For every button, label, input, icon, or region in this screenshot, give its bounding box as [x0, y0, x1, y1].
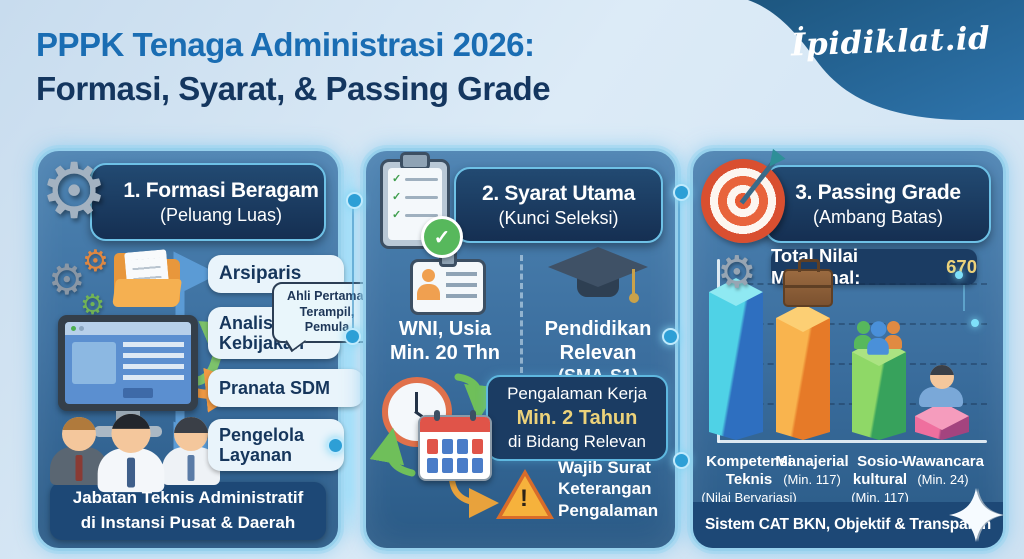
- target-icon: [701, 159, 785, 243]
- chart-bar: [852, 338, 906, 440]
- person-icon: [919, 365, 965, 417]
- page-title-line2: Formasi, Syarat, & Passing Grade: [36, 70, 551, 107]
- check-circle-icon: ✓: [421, 216, 463, 258]
- panel-passing-title: 3. Passing Grade: [795, 180, 961, 204]
- job-pill-pranata-sdm: Pranata SDM: [208, 369, 364, 407]
- panel-formasi-footer: Jabatan Teknis Administratif di Instansi…: [50, 482, 326, 540]
- office-workers-icon: [50, 399, 226, 493]
- panel-syarat-subtitle: (Kunci Seleksi): [498, 207, 619, 228]
- panel-syarat: ✓ ✓ ✓ ✓ 2. Syarat Utama (Kunci Seleksi) …: [363, 148, 678, 551]
- people-icon: [854, 303, 904, 355]
- job-pill-arsiparis: Arsiparis: [208, 255, 344, 293]
- x-axis: [717, 440, 987, 443]
- panel-formasi-subtitle: (Peluang Luas): [159, 204, 283, 225]
- graduation-cap-icon: [548, 247, 648, 313]
- panel-passing-header: 3. Passing Grade (Ambang Batas): [765, 165, 991, 243]
- job-pill-pengelola-layanan: Pengelola Layanan: [208, 419, 344, 471]
- chart-bar: [709, 278, 763, 440]
- page-title-line1: PPPK Tenaga Administrasi 2026:: [36, 26, 535, 63]
- gear-icon: ⚙: [40, 146, 109, 235]
- gear-icon: ⚙: [717, 247, 757, 298]
- chart-category-sosio: Sosio-kultural (Min. 117): [851, 453, 909, 505]
- connector-node: [327, 437, 344, 454]
- passing-grade-chart: ⚙: [701, 251, 995, 449]
- connector-line: [352, 202, 354, 334]
- gear-icon: ⚙: [80, 288, 106, 321]
- connector-node: [662, 328, 679, 345]
- chart-category-manajerial: Manajerial (Min. 117): [775, 453, 849, 487]
- id-card-icon: [410, 249, 486, 315]
- computer-monitor-icon: [58, 315, 198, 443]
- experience-requirement-box: Pengalaman Kerja Min. 2 Tahun di Bidang …: [486, 375, 668, 461]
- connector-node: [346, 192, 363, 209]
- brand-logo: İpidiklat.id: [790, 20, 991, 64]
- panel-formasi: ⚙ 1. Formasi Beragam (Peluang Luas) ⚙ ⚙ …: [35, 146, 382, 551]
- gear-icon: ⚙: [82, 244, 109, 279]
- connector-line: [678, 192, 680, 458]
- total-score-pill: Total Nilai Maksimal: 670: [771, 245, 977, 288]
- connector-node: [673, 184, 690, 201]
- gear-icon: ⚙: [48, 255, 86, 304]
- citizenship-requirement: WNI, Usia Min. 20 Thn: [390, 318, 500, 365]
- warning-icon: !: [496, 469, 554, 519]
- panel-formasi-header: 1. Formasi Beragam (Peluang Luas): [90, 163, 326, 241]
- calendar-icon: [418, 410, 492, 481]
- briefcase-icon: [783, 259, 833, 307]
- panel-formasi-title: 1. Formasi Beragam: [123, 178, 319, 202]
- panel-passing-footer: Sistem CAT BKN, Objektif & Transparan: [693, 502, 1003, 548]
- total-score-value: 670: [946, 256, 977, 277]
- dashed-divider: [520, 255, 523, 373]
- connector-node: [673, 452, 690, 469]
- panel-passing-grade: 3. Passing Grade (Ambang Batas) Total Ni…: [690, 148, 1006, 551]
- cycle-arrows: [369, 373, 500, 518]
- panel-passing-subtitle: (Ambang Batas): [812, 206, 944, 227]
- checklist-clipboard-icon: ✓ ✓ ✓ ✓: [380, 152, 463, 258]
- chart-category-kompetensi: Kompetensi Teknis (Nilai Bervariasi): [701, 453, 797, 505]
- panel-syarat-header: 2. Syarat Utama (Kunci Seleksi): [454, 167, 663, 243]
- chart-category-wawancara: Wawancara (Min. 24): [902, 453, 984, 487]
- panel-syarat-title: 2. Syarat Utama: [481, 181, 636, 205]
- chart-bar: [776, 304, 830, 440]
- sparkle-icon: [949, 488, 1005, 542]
- connector-node: [344, 328, 361, 345]
- folder-icon: [112, 249, 182, 307]
- corner-ribbon: [748, 0, 1024, 120]
- warning-text: Wajib Surat Keterangan Pengalaman: [558, 458, 659, 520]
